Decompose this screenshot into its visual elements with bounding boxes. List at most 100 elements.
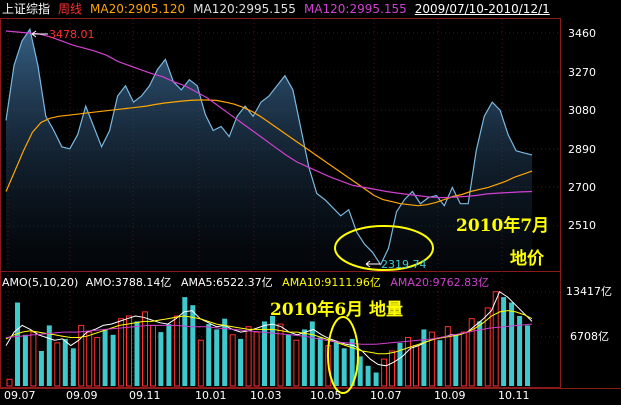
volume-bar-down <box>182 297 188 386</box>
volume-bar-up <box>173 315 180 387</box>
volume-bar-down <box>238 338 244 386</box>
volume-bar-down <box>373 372 379 386</box>
y-tick-2890: 2890 <box>568 143 596 156</box>
ma20-line <box>5 99 533 207</box>
volume-bar-up <box>150 324 156 387</box>
chart-header: 上证综指 周线 MA20:2905.120 MA120:2995.155 MA120:2… <box>2 0 558 18</box>
volume-bar-down <box>397 342 403 386</box>
volume-bar-down <box>38 351 44 386</box>
volume-tick-mid: 6708亿 <box>570 330 609 343</box>
volume-bar-up <box>293 339 300 387</box>
june-volume-annotation: 2010年6月 地量 <box>270 300 404 320</box>
volume-bar-down <box>134 321 140 386</box>
volume-panel-frame <box>0 271 561 388</box>
volume-bar-down <box>509 302 515 386</box>
date-range: 2009/07/10-2010/12/1 <box>414 2 550 16</box>
volume-bar-up <box>428 331 435 387</box>
volume-bar-up <box>389 350 395 387</box>
ama10-line <box>5 310 533 355</box>
volume-bar-down <box>270 316 275 386</box>
ma120-legend-a: MA120:2995.155 <box>193 2 296 16</box>
volume-bar-up <box>381 358 388 387</box>
volume-bar-down <box>477 321 483 386</box>
volume-bar-up <box>468 318 475 387</box>
volume-bar-up <box>126 315 132 387</box>
volume-layer <box>5 290 533 387</box>
low-arrow-icon <box>365 260 371 268</box>
volume-bar-down <box>309 321 315 386</box>
volume-bar-down <box>525 325 530 386</box>
ma20-legend: MA20:2905.120 <box>90 2 186 16</box>
ma120-legend-b: MA120:2995.155 <box>303 2 407 16</box>
price-area-fill <box>6 29 532 270</box>
volume-bar-down <box>46 325 52 386</box>
volume-bar-up <box>460 331 467 387</box>
ama20-legend: AMA20:9762.83亿 <box>390 276 490 289</box>
low-volume-highlight <box>327 316 359 394</box>
x-tick-1011: 10.11 <box>498 389 530 402</box>
low-price-highlight <box>334 225 434 271</box>
ama20-line <box>5 323 533 345</box>
volume-bar-up <box>86 331 93 387</box>
x-tick-0911: 09.11 <box>129 389 161 402</box>
volume-bar-down <box>158 332 164 386</box>
amo-legend: AMO(5,10,20) <box>2 276 79 289</box>
low-price-label: 2319.74 <box>381 258 427 271</box>
volume-bar-down <box>222 318 228 386</box>
volume-bar-up <box>405 337 411 387</box>
volume-bar-down <box>214 329 220 386</box>
volume-bar-down <box>102 329 108 386</box>
x-tick-1007: 10.07 <box>370 389 402 402</box>
volume-bar-down <box>333 341 339 386</box>
land-price-annotation: 地价 <box>510 249 544 269</box>
ama5-line <box>5 290 533 367</box>
volume-bar-up <box>253 331 260 387</box>
volume-bar-down <box>341 348 347 386</box>
volume-bar-up <box>484 307 491 387</box>
volume-bar-down <box>317 337 323 386</box>
x-tick-1001: 10.01 <box>195 389 227 402</box>
x-tick-0909: 09.09 <box>66 389 98 402</box>
volume-bar-down <box>110 334 116 386</box>
volume-bar-down <box>421 329 427 386</box>
volume-bar-down <box>285 334 291 386</box>
volume-bar-down <box>517 316 523 386</box>
y-tick-3270: 3270 <box>568 66 596 79</box>
volume-bar-down <box>166 324 172 386</box>
x-tick-1003: 10.03 <box>250 389 282 402</box>
volume-bar-up <box>245 326 252 387</box>
x-tick-0907: 09.07 <box>4 389 36 402</box>
volume-bar-up <box>197 339 204 387</box>
volume-bar-down <box>22 334 28 386</box>
volume-bar-down <box>437 340 443 386</box>
volume-bar-up <box>78 324 85 387</box>
volume-bar-up <box>492 291 499 387</box>
amo-value: AMO:3788.14亿 <box>85 276 172 289</box>
volume-tick-high: 13417亿 <box>566 285 612 298</box>
y-tick-2700: 2700 <box>568 181 596 194</box>
y-tick-3460: 3460 <box>568 27 596 40</box>
volume-bar-down <box>301 329 307 386</box>
volume-bar-up <box>229 334 236 387</box>
volume-bar-up <box>413 345 419 387</box>
x-tick-1005: 10.05 <box>310 389 342 402</box>
ama5-legend: AMA5:6522.37亿 <box>180 276 273 289</box>
volume-legend: AMO(5,10,20) AMO:3788.14亿 AMA5:6522.37亿 … <box>2 276 489 289</box>
volume-bar-up <box>30 331 37 387</box>
period-label[interactable]: 周线 <box>58 2 83 16</box>
ama10-legend: AMA10:9111.96亿 <box>282 276 381 289</box>
july-annotation: 2010年7月 <box>456 216 550 236</box>
y-tick-2510: 2510 <box>568 219 596 232</box>
volume-bar-down <box>453 334 459 386</box>
volume-bar-up <box>94 337 101 387</box>
high-arrow-icon <box>31 30 37 38</box>
price-layer <box>5 27 533 270</box>
volume-bar-down <box>365 365 371 386</box>
index-name: 上证综指 <box>2 2 51 16</box>
volume-bar-down <box>190 305 196 386</box>
volume-bar-down <box>349 338 355 386</box>
ma120-line <box>5 30 533 199</box>
volume-bar-up <box>444 326 451 387</box>
x-tick-1009: 10.09 <box>434 389 466 402</box>
